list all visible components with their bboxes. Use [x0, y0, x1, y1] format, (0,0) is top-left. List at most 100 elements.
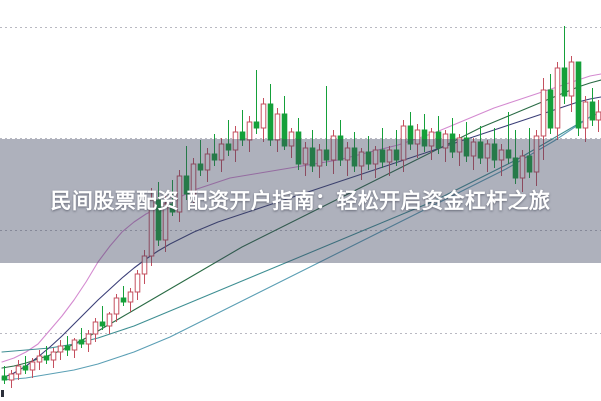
candle-body [295, 131, 302, 165]
candle [449, 118, 456, 158]
candle [211, 134, 218, 166]
candle-body [491, 143, 498, 161]
candle [204, 148, 211, 182]
candle [505, 112, 512, 164]
candle [99, 306, 106, 330]
candle-body [463, 137, 470, 157]
candle [197, 140, 204, 176]
candle [253, 70, 260, 134]
candle [169, 180, 176, 216]
candle [92, 318, 99, 342]
candle-body [498, 149, 505, 161]
candle [113, 294, 120, 322]
candle [267, 84, 274, 146]
candle [568, 56, 575, 112]
candle-body [512, 157, 519, 179]
candle-body [274, 113, 281, 141]
candle-body [442, 133, 449, 149]
candle-body [253, 121, 260, 129]
candle [372, 146, 379, 178]
candle-body [330, 135, 337, 161]
candle-body [533, 135, 540, 173]
candle-body [232, 131, 239, 151]
candle [393, 130, 400, 166]
candle [407, 112, 414, 150]
headline-overlay-band: 民间股票配资 配资开户指南：轻松开启资金杠杆之旅 [0, 139, 601, 263]
candle-body [57, 345, 64, 353]
candle-body [358, 151, 365, 167]
candle-body [365, 151, 372, 165]
candle [554, 62, 561, 140]
candle-body [92, 321, 99, 335]
candle [134, 270, 141, 300]
candle-body [595, 111, 601, 121]
candle [106, 312, 113, 334]
candle [302, 142, 309, 176]
candle-body [407, 125, 414, 145]
candle [575, 61, 582, 136]
candle-body [239, 131, 246, 141]
candle-body [281, 113, 288, 147]
candle [512, 130, 519, 184]
candle-body [141, 255, 148, 275]
candle [330, 130, 337, 174]
candle-body [449, 133, 456, 153]
candle [386, 146, 393, 176]
candle [176, 170, 183, 222]
candle-body [316, 149, 323, 167]
candle-body [246, 121, 253, 141]
candle-body [71, 339, 78, 351]
candle-body [456, 137, 463, 153]
candle-body [29, 361, 36, 371]
candle [519, 150, 526, 192]
candle [316, 144, 323, 178]
candle-body [470, 141, 477, 157]
candle-body [589, 101, 596, 121]
candle [421, 114, 428, 152]
candle [442, 130, 449, 162]
candle [239, 110, 246, 146]
candle [78, 328, 85, 348]
candle [64, 336, 71, 356]
candle [15, 360, 22, 380]
candle-body [372, 149, 379, 165]
candle [57, 340, 64, 360]
candle-body [568, 61, 575, 97]
candle-body [22, 365, 29, 371]
candle [85, 330, 92, 352]
candle-body [78, 339, 85, 345]
corner-marker [1, 390, 4, 397]
candle-body [554, 67, 561, 129]
candle [281, 96, 288, 150]
candle [323, 86, 330, 166]
candle-body [386, 149, 393, 163]
candle [540, 78, 547, 160]
candle [595, 100, 601, 132]
candle-body [197, 163, 204, 171]
candle-body [169, 203, 176, 213]
candle-body [183, 175, 190, 195]
candle [428, 128, 435, 160]
candle [36, 350, 43, 370]
candle-body [43, 355, 50, 361]
candle [337, 120, 344, 166]
candle [498, 144, 505, 176]
candle-body [267, 103, 274, 141]
candle-body [582, 101, 589, 129]
candle [561, 26, 568, 104]
candle [379, 128, 386, 168]
candle-body [575, 61, 582, 129]
candle [365, 136, 372, 170]
candle-body [204, 153, 211, 171]
candle [127, 288, 134, 312]
candle-body [15, 365, 22, 375]
candle-body [323, 149, 330, 161]
page-title: 民间股票配资 配资开户指南：轻松开启资金杠杆之旅 [50, 189, 551, 213]
candle-body [134, 273, 141, 293]
candle [484, 140, 491, 172]
candle [414, 124, 421, 158]
candle [463, 122, 470, 162]
